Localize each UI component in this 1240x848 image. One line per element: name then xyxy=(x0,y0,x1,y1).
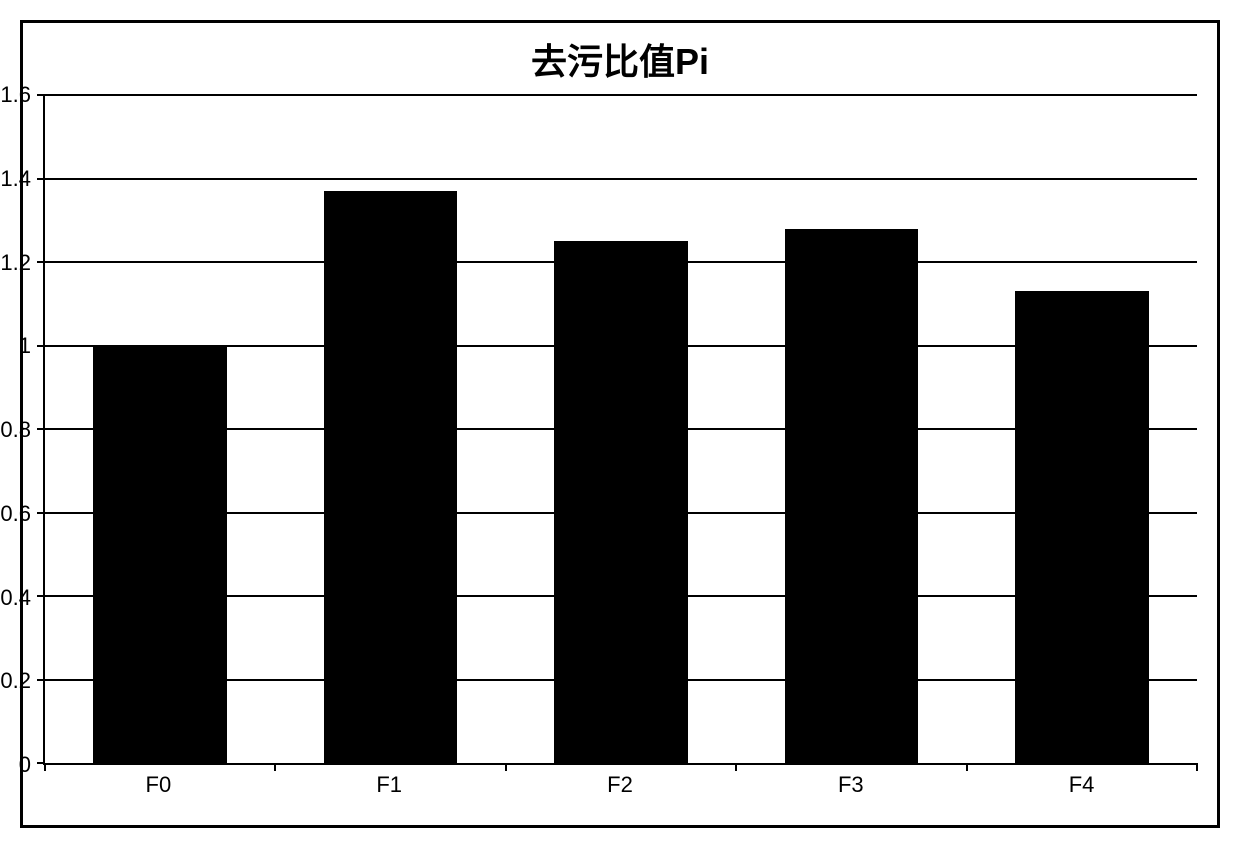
x-tick-mark xyxy=(505,763,507,771)
x-tick-label: F3 xyxy=(735,772,966,798)
gridline xyxy=(45,94,1197,96)
gridline xyxy=(45,178,1197,180)
gridline xyxy=(45,261,1197,263)
y-tick-label: 1.2 xyxy=(0,250,31,276)
y-tick-mark xyxy=(37,261,45,263)
gridline xyxy=(45,679,1197,681)
y-tick-mark xyxy=(37,178,45,180)
plot-area xyxy=(43,95,1197,765)
bar xyxy=(785,229,919,763)
gridline xyxy=(45,512,1197,514)
y-tick-label: 0.4 xyxy=(0,585,31,611)
chart-title: 去污比值Pi xyxy=(43,33,1197,85)
y-tick-label: 1 xyxy=(19,333,31,359)
gridline xyxy=(45,345,1197,347)
y-tick-label: 0.2 xyxy=(0,668,31,694)
bar xyxy=(554,241,688,763)
y-tick-mark xyxy=(37,428,45,430)
bar xyxy=(324,191,458,763)
x-tick-label: F0 xyxy=(43,772,274,798)
x-tick-mark xyxy=(44,763,46,771)
y-tick-mark xyxy=(37,679,45,681)
y-tick-label: 0.8 xyxy=(0,417,31,443)
x-tick-label: F2 xyxy=(505,772,736,798)
y-tick-label: 1.6 xyxy=(0,82,31,108)
y-tick-mark xyxy=(37,345,45,347)
y-tick-mark xyxy=(37,595,45,597)
y-tick-label: 0.6 xyxy=(0,501,31,527)
y-tick-mark xyxy=(37,94,45,96)
x-axis: F0F1F2F3F4 xyxy=(43,765,1197,805)
chart-body: 00.20.40.60.811.21.41.6 F0F1F2F3F4 xyxy=(43,95,1197,805)
x-tick-label: F1 xyxy=(274,772,505,798)
y-tick-label: 1.4 xyxy=(0,166,31,192)
plot-wrap: F0F1F2F3F4 xyxy=(43,95,1197,805)
x-tick-mark xyxy=(274,763,276,771)
chart-container: 去污比值Pi 00.20.40.60.811.21.41.6 F0F1F2F3F… xyxy=(20,20,1220,828)
gridline xyxy=(45,428,1197,430)
gridline xyxy=(45,595,1197,597)
bar xyxy=(1015,291,1149,763)
bar xyxy=(93,346,227,764)
x-tick-label: F4 xyxy=(966,772,1197,798)
x-tick-mark xyxy=(1196,763,1198,771)
x-tick-mark xyxy=(966,763,968,771)
y-tick-label: 0 xyxy=(19,752,31,778)
y-tick-mark xyxy=(37,512,45,514)
x-tick-mark xyxy=(735,763,737,771)
